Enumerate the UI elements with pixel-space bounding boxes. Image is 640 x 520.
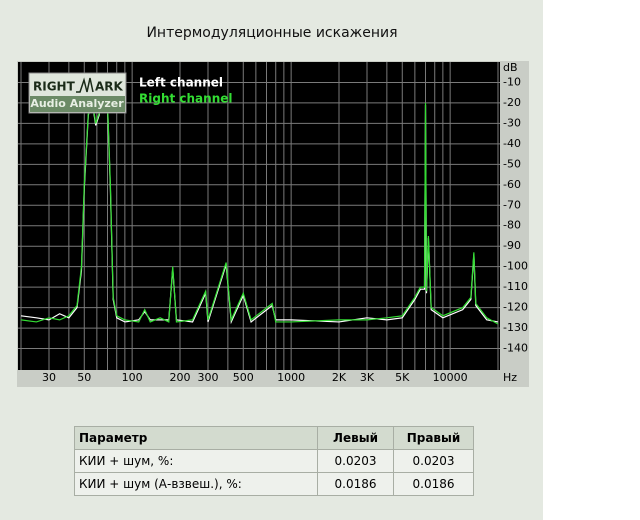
table-row: КИИ + шум, %: 0.0203 0.0203 (74, 449, 474, 473)
x-unit: Hz (503, 371, 517, 384)
header-cell: Правый (393, 426, 474, 450)
y-tick-label: -50 (503, 157, 521, 170)
x-tick-label: 5K (395, 371, 410, 384)
y-tick-label: -40 (503, 137, 521, 150)
header-cell: Левый (317, 426, 394, 450)
table-header: Параметр Левый Правый (74, 426, 474, 450)
x-tick-label: 10000 (433, 371, 468, 384)
y-tick-label: -100 (503, 260, 528, 273)
legend-label: Right channel (139, 92, 233, 106)
y-tick-label: -20 (503, 96, 521, 109)
legend-label: Left channel (139, 76, 223, 90)
x-tick-label: 50 (77, 371, 91, 384)
y-tick-label: -90 (503, 239, 521, 252)
cell: КИИ + шум (А-взвеш.), %: (74, 472, 318, 496)
x-tick-label: 3K (360, 371, 375, 384)
logo-subtitle: Audio Analyzer (30, 97, 124, 110)
chart: Интермодуляционные искажения RIGHT ARK A… (17, 25, 529, 387)
y-tick-label: -30 (503, 116, 521, 129)
header-cell: Параметр (74, 426, 318, 450)
y-tick-label: -120 (503, 301, 528, 314)
y-tick-label: -70 (503, 198, 521, 211)
x-tick-label: 30 (42, 371, 56, 384)
logo-word: RIGHT (33, 80, 76, 94)
logo-band (30, 96, 125, 112)
cell: КИИ + шум, %: (74, 449, 318, 473)
x-tick-label: 1000 (277, 371, 305, 384)
x-tick-label: 200 (170, 371, 191, 384)
y-tick-label: -130 (503, 321, 528, 334)
results-table: Параметр Левый Правый КИИ + шум, %: 0.02… (74, 426, 474, 496)
cell: 0.0203 (317, 449, 394, 473)
x-tick-label: 2K (332, 371, 347, 384)
y-tick-label: -60 (503, 178, 521, 191)
table-row: КИИ + шум (А-взвеш.), %: 0.0186 0.0186 (74, 472, 474, 496)
cell: 0.0186 (317, 472, 394, 496)
logo-word: ARK (95, 80, 124, 94)
y-unit: dB (503, 61, 518, 74)
x-tick-label: 500 (233, 371, 254, 384)
x-tick-label: 300 (197, 371, 218, 384)
y-tick-label: -80 (503, 219, 521, 232)
cell: 0.0203 (393, 449, 474, 473)
cell: 0.0186 (393, 472, 474, 496)
logo: RIGHT ARK Audio Analyzer (28, 72, 127, 114)
logo-m (76, 77, 94, 93)
x-tick-label: 100 (122, 371, 143, 384)
y-tick-label: -10 (503, 75, 521, 88)
chart-title: Интермодуляционные искажения (146, 25, 397, 41)
y-tick-label: -140 (503, 342, 528, 355)
y-tick-label: -110 (503, 280, 528, 293)
